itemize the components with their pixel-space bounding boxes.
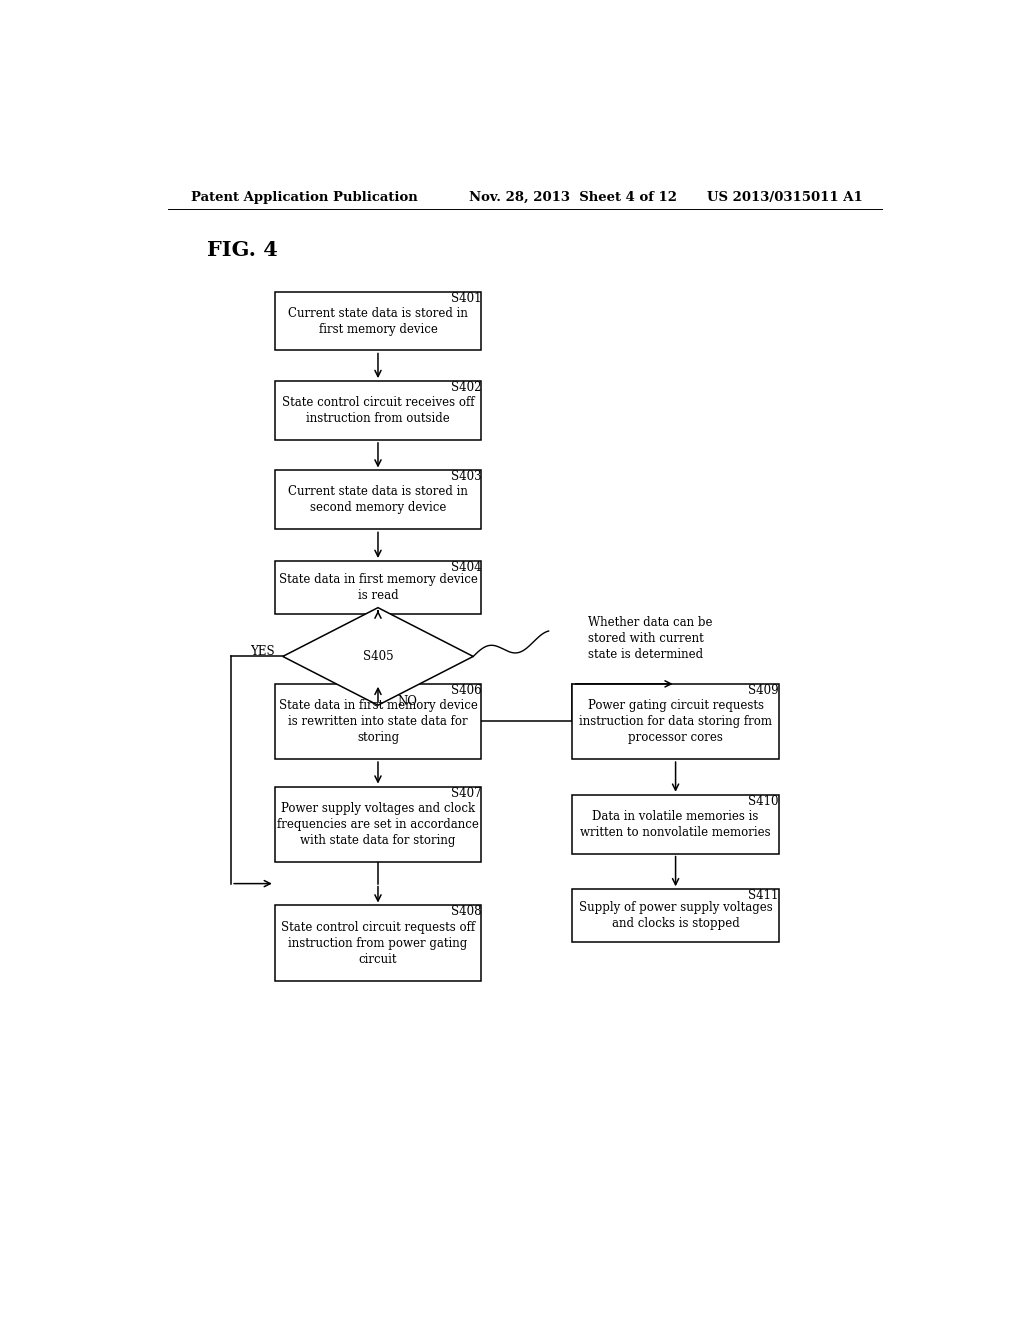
Text: State data in first memory device
is rewritten into state data for
storing: State data in first memory device is rew…	[279, 700, 477, 744]
Text: S407: S407	[451, 787, 481, 800]
Text: YES: YES	[250, 645, 274, 657]
Text: Patent Application Publication: Patent Application Publication	[191, 190, 418, 203]
Bar	[274, 787, 481, 862]
Bar	[274, 906, 481, 981]
Text: S408: S408	[451, 906, 481, 919]
Text: State control circuit receives off
instruction from outside: State control circuit receives off instr…	[282, 396, 474, 425]
Text: S406: S406	[451, 684, 481, 697]
Text: S403: S403	[451, 470, 481, 483]
Text: Whether data can be
stored with current
state is determined: Whether data can be stored with current …	[588, 615, 713, 660]
Text: Current state data is stored in
first memory device: Current state data is stored in first me…	[288, 306, 468, 335]
Bar	[572, 684, 778, 759]
Text: S402: S402	[451, 381, 481, 393]
Text: S411: S411	[749, 890, 778, 902]
Text: S409: S409	[749, 684, 778, 697]
Bar	[274, 561, 481, 614]
Bar	[572, 795, 778, 854]
Text: S401: S401	[451, 292, 481, 305]
Text: State data in first memory device
is read: State data in first memory device is rea…	[279, 573, 477, 602]
Text: US 2013/0315011 A1: US 2013/0315011 A1	[708, 190, 863, 203]
Bar	[274, 381, 481, 440]
Text: Current state data is stored in
second memory device: Current state data is stored in second m…	[288, 486, 468, 515]
Text: S404: S404	[451, 561, 481, 574]
Bar	[274, 470, 481, 529]
Bar	[572, 890, 778, 942]
Bar	[274, 292, 481, 351]
Text: S410: S410	[749, 795, 778, 808]
Text: Data in volatile memories is
written to nonvolatile memories: Data in volatile memories is written to …	[581, 809, 771, 838]
Text: Supply of power supply voltages
and clocks is stopped: Supply of power supply voltages and cloc…	[579, 902, 772, 931]
Bar	[274, 684, 481, 759]
Text: Nov. 28, 2013  Sheet 4 of 12: Nov. 28, 2013 Sheet 4 of 12	[469, 190, 677, 203]
Text: Power gating circuit requests
instruction for data storing from
processor cores: Power gating circuit requests instructio…	[580, 700, 772, 744]
Text: Power supply voltages and clock
frequencies are set in accordance
with state dat: Power supply voltages and clock frequenc…	[278, 801, 479, 846]
Polygon shape	[283, 607, 473, 705]
Text: S405: S405	[362, 649, 393, 663]
Text: NO: NO	[397, 696, 418, 708]
Text: FIG. 4: FIG. 4	[207, 240, 279, 260]
Text: State control circuit requests off
instruction from power gating
circuit: State control circuit requests off instr…	[281, 920, 475, 965]
